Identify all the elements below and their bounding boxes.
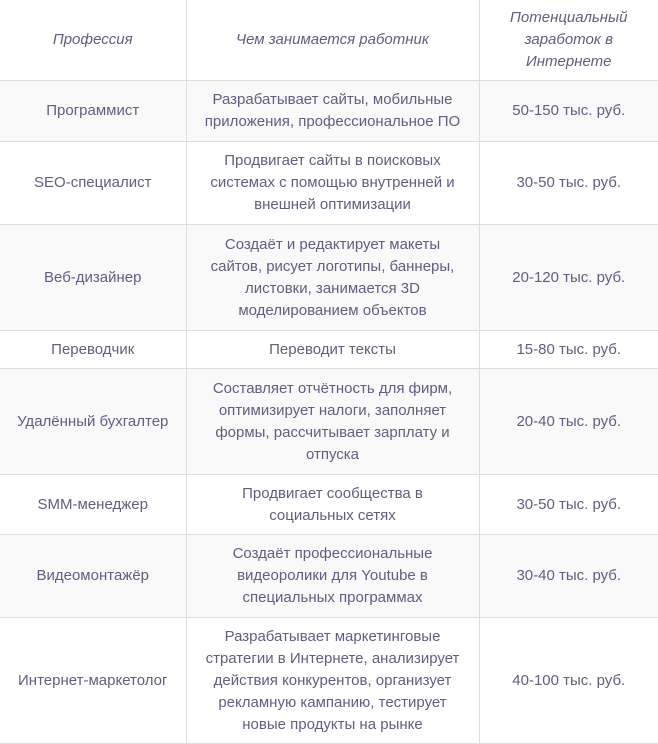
income-cell: 20-40 тыс. руб. [478,368,658,475]
table-row: Веб-дизайнер Создаёт и редактирует макеты… [0,224,658,331]
table-row: SEO-специалист Продвигает сайты в поисков… [0,141,658,225]
income-cell: 15-80 тыс. руб. [478,330,658,369]
profession-cell: Переводчик [0,330,187,369]
income-cell: 30-40 тыс. руб. [478,534,658,618]
table-row: Удалённый бухгалтер Составляет отчётность… [0,368,658,475]
profession-cell: Видеомонтажёр [0,534,187,618]
table-body: Программист Разрабатывает сайты, мобильны… [0,80,658,744]
profession-cell: Веб-дизайнер [0,224,187,331]
header-description: Чем занимается работник [185,0,480,81]
description-cell: Создаёт профессиональные видеоролики для… [185,534,480,618]
income-cell: 30-50 тыс. руб. [478,141,658,225]
description-cell: Разрабатывает сайты, мобильные приложени… [185,80,480,142]
header-profession: Профессия [0,0,187,81]
header-income: Потенциальный заработок в Интернете [478,0,658,81]
income-cell: 30-50 тыс. руб. [478,474,658,535]
profession-cell: Удалённый бухгалтер [0,368,187,475]
income-cell: 50-150 тыс. руб. [478,80,658,142]
profession-cell: SEO-специалист [0,141,187,225]
profession-cell: Интернет-маркетолог [0,617,187,744]
table-header-row: Профессия Чем занимается работник Потенц… [0,0,658,81]
profession-cell: Программист [0,80,187,142]
profession-cell: SMM-менеджер [0,474,187,535]
description-cell: Составляет отчётность для фирм, оптимизи… [185,368,480,475]
table-row: Интернет-маркетолог Разрабатывает маркети… [0,617,658,744]
description-cell: Разрабатывает маркетинговые стратегии в … [185,617,480,744]
table-row: Программист Разрабатывает сайты, мобильны… [0,80,658,142]
description-cell: Продвигает сообщества в социальных сетях [185,474,480,535]
table-row: Переводчик Переводит тексты 15-80 тыс. руб… [0,330,658,369]
description-cell: Создаёт и редактирует макеты сайтов, рис… [185,224,480,331]
table-row: Видеомонтажёр Создаёт профессиональные ви… [0,534,658,618]
description-cell: Продвигает сайты в поисковых системах с … [185,141,480,225]
table-row: SMM-менеджер Продвигает сообщества в соци… [0,474,658,535]
income-cell: 40-100 тыс. руб. [478,617,658,744]
description-cell: Переводит тексты [185,330,480,369]
income-cell: 20-120 тыс. руб. [478,224,658,331]
